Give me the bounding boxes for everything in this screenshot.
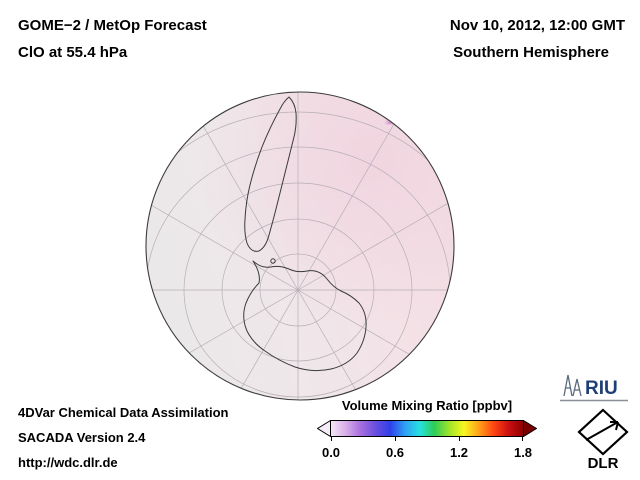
coastline-antarctica [243, 260, 367, 372]
plot-region: Southern Hemisphere [453, 44, 609, 61]
globe-limb [145, 91, 455, 401]
cathedral-icon [563, 374, 582, 397]
globe-map [145, 91, 455, 401]
clo-field-highlight [146, 92, 454, 400]
colorbar-right-arrow [523, 420, 537, 437]
colorbar-tick-label: 0.0 [321, 445, 341, 460]
dlr-logo: DLR [574, 407, 632, 476]
website-url: http://wdc.dlr.de [18, 455, 118, 470]
colorbar-tick-label: 0.6 [385, 445, 405, 460]
colorbar-title: Volume Mixing Ratio [ppbv] [341, 398, 513, 413]
colorbar-tick-label: 1.8 [513, 445, 533, 460]
assimilation-label: 4DVar Chemical Data Assimilation [18, 405, 229, 420]
colorbar-tickmark [459, 437, 460, 441]
header-right: Nov 10, 2012, 12:00 GMT Southern Hemisph… [450, 12, 625, 66]
globe-container [143, 89, 457, 403]
colorbar-gradient [331, 420, 524, 441]
colorbar-tickmark [522, 437, 524, 441]
dlr-emblem-icon [577, 408, 629, 456]
footer-credits: 4DVar Chemical Data Assimilation SACADA … [18, 400, 229, 475]
colorbar-left-arrow [317, 420, 331, 437]
coastline-south-america [244, 96, 297, 252]
plot-subtitle: ClO at 55.4 hPa [18, 44, 128, 61]
clo-enhancement-streak [386, 107, 434, 126]
colorbar-tickmark [331, 437, 332, 441]
version-label: SACADA Version 2.4 [18, 430, 146, 445]
plot-title: GOME−2 / MetOp Forecast [18, 17, 207, 34]
plot-datetime: Nov 10, 2012, 12:00 GMT [449, 17, 625, 34]
header-left: GOME−2 / MetOp Forecast ClO at 55.4 hPa [18, 12, 207, 66]
riu-logo: RIU [560, 371, 628, 408]
coastline-islands [270, 258, 276, 264]
colorbar-tickmark [394, 437, 396, 441]
colorbar-scale [317, 420, 537, 441]
colorbar: Volume Mixing Ratio [ppbv] 0.0 0.6 [317, 398, 537, 460]
colorbar-tick-label: 1.2 [449, 445, 469, 460]
dlr-logo-text: DLR [588, 455, 619, 471]
colorbar-labels: 0.0 0.6 1.2 1.8 [317, 445, 537, 460]
riu-logo-text: RIU [585, 378, 618, 399]
